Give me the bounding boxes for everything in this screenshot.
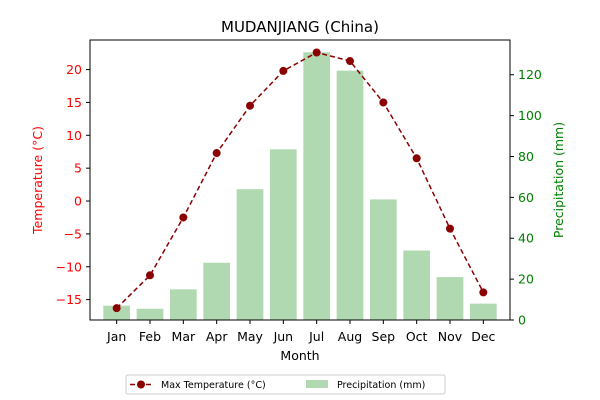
temperature-point [412, 154, 421, 163]
y-left-tick-label: −10 [56, 259, 82, 274]
y-right-tick-label: 60 [518, 190, 534, 205]
x-tick-label: Jun [273, 329, 294, 344]
y-axis-left: −15 −10 −5 0 5 10 15 20 [56, 62, 90, 307]
temperature-point [479, 288, 488, 297]
x-tick-label: Jul [308, 329, 324, 344]
legend-label-precipitation: Precipitation (mm) [337, 380, 425, 391]
precip-bar [336, 70, 364, 320]
y-axis-left-label: Temperature (°C) [30, 126, 45, 235]
x-tick-label: Nov [438, 329, 463, 344]
x-tick-label: Aug [338, 329, 362, 344]
temperature-point [379, 98, 388, 107]
x-tick-label: Sep [372, 329, 396, 344]
temperature-point [112, 304, 121, 313]
precip-bar [470, 303, 497, 320]
legend-label-temperature: Max Temperature (°C) [161, 380, 266, 391]
precip-bar [403, 250, 430, 320]
line-series-group [112, 48, 488, 313]
y-left-tick-label: −5 [64, 226, 82, 241]
temperature-point [179, 213, 188, 222]
precip-bar [270, 149, 297, 320]
precip-bar [236, 189, 264, 320]
precip-bar [103, 305, 130, 320]
y-right-tick-label: 80 [518, 149, 534, 164]
x-tick-label: Feb [139, 329, 161, 344]
legend-bar-swatch [306, 380, 328, 388]
x-tick-label: Mar [172, 329, 196, 344]
y-left-tick-label: 5 [74, 161, 82, 176]
x-tick-label: Oct [406, 329, 428, 344]
temperature-point [279, 66, 288, 75]
x-tick-label: Jan [106, 329, 126, 344]
y-right-tick-label: 40 [518, 231, 534, 246]
precip-bar [436, 277, 464, 320]
legend-frame [125, 374, 446, 395]
legend: Max Temperature (°C) Precipitation (mm) [125, 374, 446, 395]
temperature-point [246, 101, 254, 110]
precip-bar [170, 289, 197, 320]
y-right-tick-label: 20 [518, 272, 534, 287]
y-axis-right: 0 20 40 60 80 100 120 [510, 67, 542, 328]
temperature-point [212, 149, 221, 158]
legend-line-marker [137, 380, 145, 389]
x-tick-label: May [237, 329, 263, 344]
precip-bar [303, 52, 330, 320]
x-axis-label: Month [280, 348, 319, 363]
x-tick-label: Dec [471, 329, 495, 344]
x-tick-label: Apr [206, 329, 228, 344]
chart-title: MUDANJIANG (China) [221, 18, 379, 36]
plot-frame [89, 39, 511, 321]
temperature-point [446, 224, 454, 233]
precip-bar [203, 262, 230, 320]
bar-series-group [103, 52, 497, 320]
temperature-point [346, 57, 354, 66]
temperature-point [146, 271, 154, 280]
x-axis: Jan Feb Mar Apr May Jun Jul Aug Sep Oct Nov Dec [106, 320, 496, 344]
y-left-tick-label: 0 [74, 194, 82, 209]
y-left-tick-label: 15 [66, 95, 82, 110]
y-left-tick-label: 20 [66, 62, 82, 77]
precip-bar [370, 199, 397, 320]
y-right-tick-label: 0 [518, 313, 526, 328]
precip-bar [136, 308, 164, 320]
y-axis-right-label: Precipitation (mm) [551, 122, 566, 238]
y-left-tick-label: −15 [56, 292, 82, 307]
y-right-tick-label: 100 [518, 108, 542, 123]
y-right-tick-label: 120 [518, 67, 542, 82]
temperature-point [312, 48, 321, 57]
y-left-tick-label: 10 [66, 128, 82, 143]
